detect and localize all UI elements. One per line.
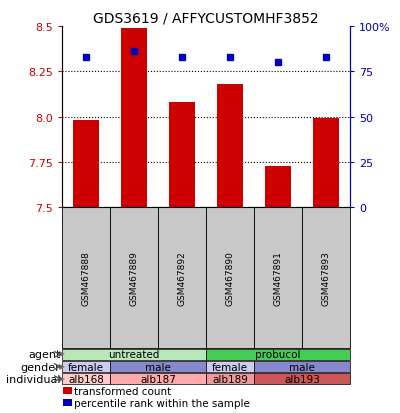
Text: alb187: alb187 xyxy=(140,374,176,384)
Bar xyxy=(254,208,302,349)
Text: alb168: alb168 xyxy=(68,374,104,384)
Bar xyxy=(206,361,254,373)
Text: male: male xyxy=(289,362,315,372)
Bar xyxy=(217,85,243,208)
Bar xyxy=(158,208,206,349)
Text: female: female xyxy=(68,362,104,372)
Bar xyxy=(110,208,158,349)
Bar xyxy=(265,166,291,208)
Text: alb193: alb193 xyxy=(284,374,320,384)
Title: GDS3619 / AFFYCUSTOMHF3852: GDS3619 / AFFYCUSTOMHF3852 xyxy=(93,12,319,26)
Text: gender: gender xyxy=(21,362,60,372)
Text: GSM467891: GSM467891 xyxy=(274,251,282,306)
Text: GSM467892: GSM467892 xyxy=(178,251,186,306)
Text: probucol: probucol xyxy=(255,349,301,360)
Bar xyxy=(206,373,254,385)
Text: GSM467888: GSM467888 xyxy=(82,251,90,306)
Text: alb189: alb189 xyxy=(212,374,248,384)
Bar xyxy=(63,387,72,394)
Text: GSM467889: GSM467889 xyxy=(130,251,138,306)
Bar xyxy=(206,208,254,349)
Text: agent: agent xyxy=(28,349,60,360)
Bar xyxy=(110,361,206,373)
Text: female: female xyxy=(212,362,248,372)
Text: percentile rank within the sample: percentile rank within the sample xyxy=(74,398,249,408)
Bar xyxy=(206,349,350,360)
Text: individual: individual xyxy=(6,374,60,384)
Text: male: male xyxy=(145,362,171,372)
Bar xyxy=(62,349,206,360)
Bar xyxy=(62,373,110,385)
Bar xyxy=(73,121,99,208)
Bar xyxy=(302,208,350,349)
Bar xyxy=(63,399,72,406)
Bar xyxy=(313,119,339,208)
Text: GSM467893: GSM467893 xyxy=(322,251,330,306)
Text: GSM467890: GSM467890 xyxy=(226,251,234,306)
Text: transformed count: transformed count xyxy=(74,386,171,396)
Bar xyxy=(169,103,195,208)
Text: untreated: untreated xyxy=(108,349,160,360)
Bar xyxy=(110,373,206,385)
Bar xyxy=(121,28,147,208)
Bar xyxy=(62,208,110,349)
Bar xyxy=(62,361,110,373)
Bar xyxy=(254,361,350,373)
Bar xyxy=(254,373,350,385)
